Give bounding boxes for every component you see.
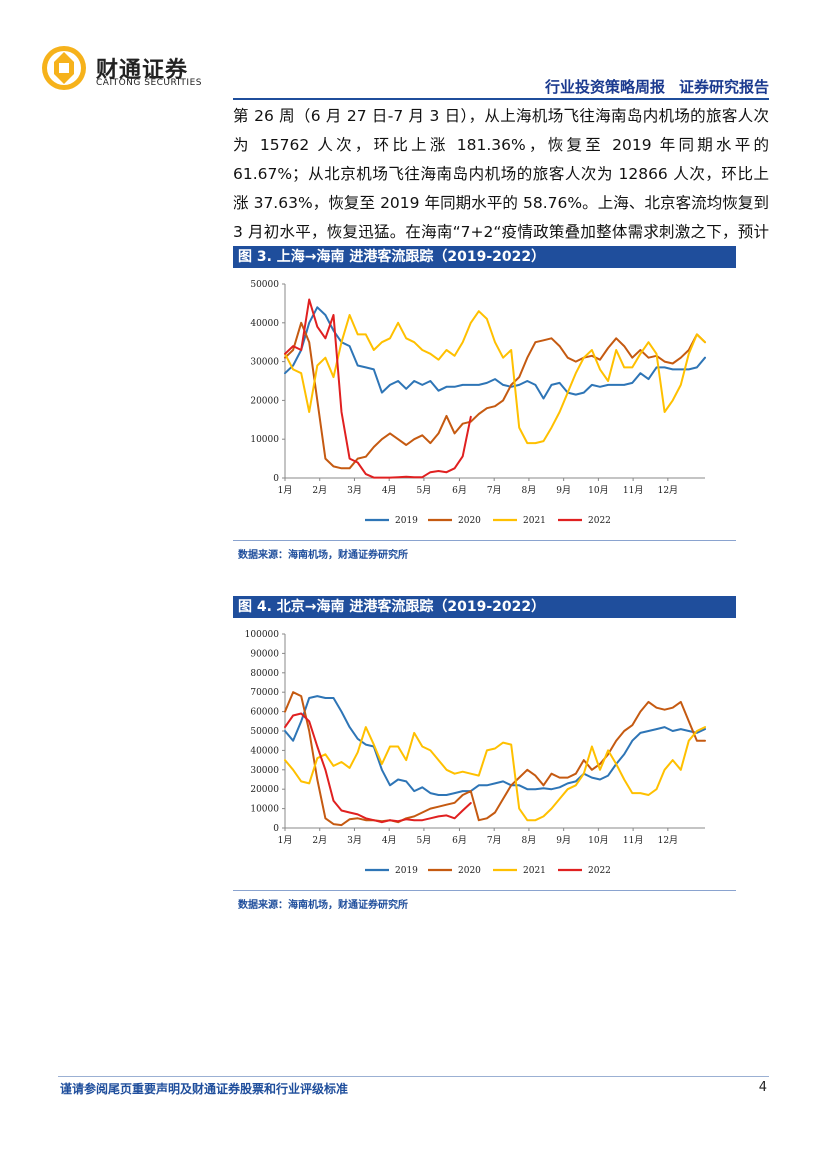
figure-3-source-divider: [233, 540, 736, 541]
company-logo-icon: [42, 46, 86, 90]
series-line-2020: [284, 691, 706, 827]
body-paragraph: 第 26 周（6 月 27 日-7 月 3 日），从上海机场飞往海南岛内机场的旅…: [233, 107, 769, 270]
figure-3-source: 数据来源：海南机场，财通证券研究所: [238, 550, 408, 561]
report-type: 行业投资策略周报 证券研究报告: [545, 76, 769, 97]
y-tick-label: 90000: [250, 649, 279, 659]
legend-label-2021: 2021: [523, 516, 546, 526]
y-tick-label: 40000: [250, 319, 279, 329]
figure-4-source: 数据来源：海南机场，财通证券研究所: [238, 900, 408, 911]
y-tick-label: 50000: [250, 280, 279, 290]
report-kind: 证券研究报告: [678, 78, 769, 96]
logo-text-cn: 财通证券: [96, 58, 189, 83]
x-tick-label: 8月: [522, 485, 537, 496]
x-tick-label: 7月: [487, 835, 502, 846]
legend-label-2021: 2021: [523, 866, 546, 876]
legend-label-2019: 2019: [395, 516, 418, 526]
footer-disclaimer: 谨请参阅尾页重要声明及财通证券股票和行业评级标准: [60, 1082, 349, 1096]
y-tick-label: 0: [273, 474, 279, 484]
y-tick-label: 30000: [250, 358, 279, 368]
y-tick-label: 10000: [250, 805, 279, 815]
x-tick-label: 4月: [382, 485, 397, 496]
footer-divider: [58, 1076, 769, 1077]
header-divider: [233, 98, 769, 100]
series-line-2019: [284, 695, 706, 796]
series-line-2021: [284, 310, 706, 445]
figure-4-chart: 0 10000 20000 30000 40000 50000 60000 70000 8000…: [233, 620, 736, 888]
logo-text-en: CAITONG SECURITIES: [96, 78, 202, 88]
y-tick-label: 50000: [250, 727, 279, 737]
page-number: 4: [758, 1080, 767, 1095]
legend-label-2022: 2022: [588, 516, 611, 526]
x-tick-label: 10月: [588, 485, 608, 496]
series-line-2022: [284, 712, 472, 824]
y-tick-label: 100000: [245, 630, 280, 640]
y-tick-label: 40000: [250, 746, 279, 756]
x-tick-label: 2月: [312, 485, 327, 496]
figure-4-source-divider: [233, 890, 736, 891]
x-tick-label: 8月: [522, 835, 537, 846]
y-tick-label: 70000: [250, 688, 279, 698]
x-tick-label: 9月: [556, 835, 571, 846]
y-tick-label: 10000: [250, 435, 279, 445]
y-tick-label: 0: [273, 824, 279, 834]
x-tick-label: 3月: [347, 835, 362, 846]
x-tick-label: 9月: [556, 485, 571, 496]
x-tick-label: 11月: [623, 485, 643, 496]
series-line-2022: [284, 298, 472, 479]
x-tick-label: 4月: [382, 835, 397, 846]
x-tick-label: 2月: [312, 835, 327, 846]
figure-3-title: 图 3. 上海→海南 进港客流跟踪（2019-2022）: [233, 246, 736, 268]
y-tick-label: 60000: [250, 708, 279, 718]
legend-label-2020: 2020: [458, 866, 481, 876]
figure-4-title: 图 4. 北京→海南 进港客流跟踪（2019-2022）: [233, 596, 736, 618]
x-tick-label: 1月: [278, 485, 293, 496]
x-tick-label: 10月: [588, 835, 608, 846]
series-line-2021: [284, 726, 706, 822]
x-tick-label: 6月: [452, 485, 467, 496]
x-tick-label: 11月: [623, 835, 643, 846]
legend-label-2020: 2020: [458, 516, 481, 526]
y-tick-label: 30000: [250, 766, 279, 776]
legend-label-2019: 2019: [395, 866, 418, 876]
y-tick-label: 80000: [250, 669, 279, 679]
x-tick-label: 6月: [452, 835, 467, 846]
x-tick-label: 12月: [658, 485, 678, 496]
y-tick-label: 20000: [250, 396, 279, 406]
x-tick-label: 3月: [347, 485, 362, 496]
figure-3-chart: 0 10000 20000 30000 40000 50000 1月 2月 3月 4月 5月 6月 7月…: [233, 270, 736, 538]
x-tick-label: 7月: [487, 485, 502, 496]
chart-shanghai-hainan: 0 10000 20000 30000 40000 50000 1月 2月 3月 4月 5月 6月 7月…: [250, 280, 706, 526]
chart-beijing-hainan: 0 10000 20000 30000 40000 50000 60000 70000 8000…: [245, 630, 706, 876]
y-tick-label: 20000: [250, 785, 279, 795]
x-tick-label: 5月: [417, 835, 432, 846]
legend-label-2022: 2022: [588, 866, 611, 876]
report-category: 行业投资策略周报: [544, 78, 665, 96]
x-tick-label: 1月: [278, 835, 293, 846]
series-line-2019: [284, 306, 706, 400]
x-tick-label: 5月: [417, 485, 432, 496]
x-tick-label: 12月: [658, 835, 678, 846]
